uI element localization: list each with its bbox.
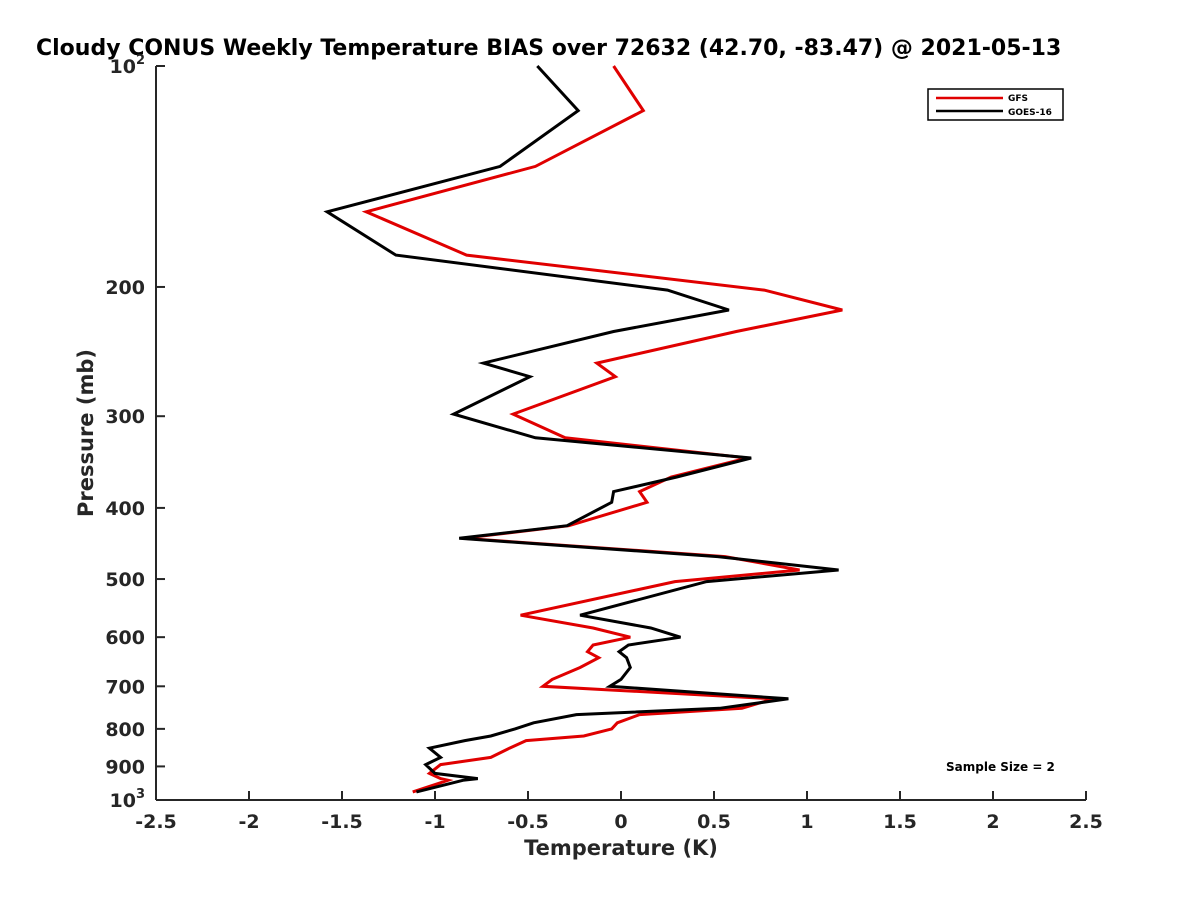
y-tick-label: 700	[105, 676, 145, 698]
x-tick-label: 0	[614, 811, 627, 833]
sample-size-annotation: Sample Size = 2	[946, 760, 1055, 774]
y-tick-label: 400	[105, 498, 145, 520]
legend-label-gfs: GFS	[1008, 94, 1028, 104]
x-tick-label: -2	[238, 811, 259, 833]
x-tick-label: 1	[800, 811, 813, 833]
y-axis-ticks: 102 200 300 400 500 600 700 800 900 103	[105, 53, 165, 812]
series-line-gfs	[361, 65, 843, 794]
y-tick-label: 200	[105, 277, 145, 299]
y-tick-label: 300	[105, 406, 145, 428]
x-axis-ticks: -2.5 -2 -1.5 -1 -0.5 0 0.5 1 1.5 2 2.5	[135, 791, 1103, 833]
legend: GFS GOES-16	[927, 88, 1064, 121]
x-axis-label: Temperature (K)	[524, 836, 718, 860]
y-tick-label: 800	[105, 719, 145, 741]
legend-box	[927, 88, 1064, 121]
x-tick-label: 0.5	[697, 811, 731, 833]
y-axis-label: Pressure (mb)	[74, 349, 98, 517]
x-tick-label: -1.5	[321, 811, 363, 833]
x-tick-label: 2	[986, 811, 999, 833]
x-tick-label: 1.5	[883, 811, 917, 833]
y-tick-label: 103	[110, 787, 146, 812]
x-tick-label: -2.5	[135, 811, 177, 833]
x-tick-label: -0.5	[507, 811, 549, 833]
chart-title: Cloudy CONUS Weekly Temperature BIAS ove…	[36, 36, 1061, 61]
series-line-goes16	[323, 64, 839, 794]
legend-label-goes16: GOES-16	[1008, 108, 1052, 118]
y-tick-label: 900	[105, 756, 145, 778]
y-tick-label: 600	[105, 627, 145, 649]
y-tick-label: 102	[110, 53, 146, 78]
y-tick-label: 500	[105, 569, 145, 591]
x-tick-label: -1	[424, 811, 445, 833]
x-tick-label: 2.5	[1069, 811, 1103, 833]
plot-lines	[323, 64, 843, 794]
